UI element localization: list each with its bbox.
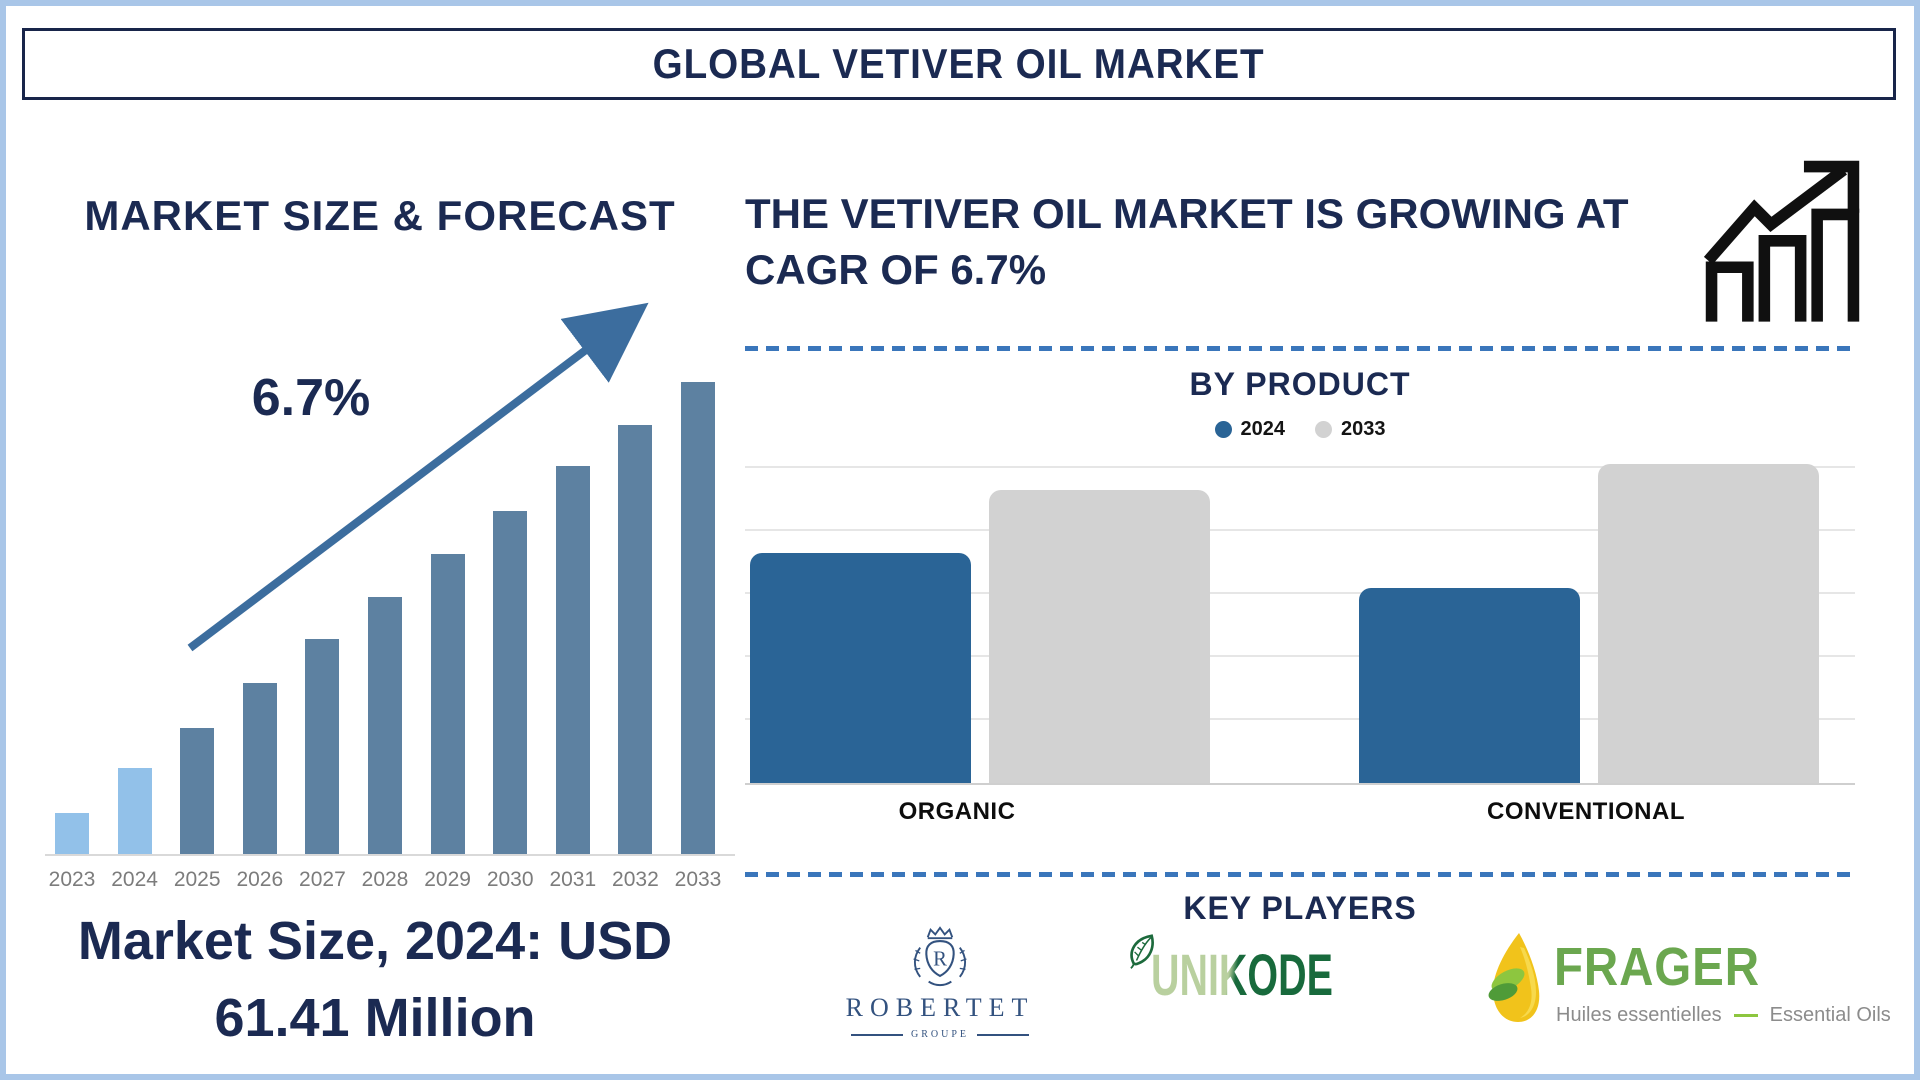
forecast-x-label: 2027 xyxy=(299,868,346,891)
forecast-x-label: 2028 xyxy=(361,868,409,891)
logo-robertet: R ROBERTET GROUPE xyxy=(835,925,1045,1040)
forecast-x-label: 2030 xyxy=(486,868,534,891)
logo-unikode: UNIKODE xyxy=(1125,932,1355,1017)
legend-item-2033: 2033 xyxy=(1315,418,1386,441)
forecast-bar-2028 xyxy=(368,597,402,854)
forecast-bar-2025 xyxy=(180,727,215,854)
by-product-title: BY PRODUCT xyxy=(1189,366,1411,402)
frager-subtitle-fr: Huiles essentielles xyxy=(1556,1004,1722,1026)
forecast-x-label: 2024 xyxy=(111,868,158,891)
forecast-x-label: 2031 xyxy=(549,868,597,891)
forecast-x-label: 2032 xyxy=(612,868,659,891)
groupe-line-right xyxy=(977,1033,1029,1036)
forecast-bar-2027 xyxy=(305,638,340,854)
legend-label: 2024 xyxy=(1240,418,1286,440)
unikode-leaf-icon xyxy=(1130,934,1154,969)
forecast-x-label: 2025 xyxy=(173,868,221,891)
frager-drop-icon xyxy=(1488,933,1540,1022)
forecast-x-label: 2029 xyxy=(424,868,471,891)
market-size-line2: 61.41 Million xyxy=(214,987,536,1048)
forecast-bar-2023 xyxy=(55,812,89,854)
forecast-bar-2030 xyxy=(493,510,528,854)
forecast-bar-2029 xyxy=(430,553,465,854)
logo-frager: FRAGER Huiles essentielles Essential Oil… xyxy=(1478,928,1891,1028)
legend-label: 2033 xyxy=(1341,418,1386,440)
trend-arrow-icon xyxy=(187,302,649,652)
frager-subtitle-en: Essential Oils xyxy=(1769,1004,1891,1026)
robertet-groupe-row: GROUPE xyxy=(850,1029,1029,1040)
forecast-bar-2032 xyxy=(618,424,653,854)
product-bar-conventional-2033 xyxy=(1598,464,1819,783)
product-bar-chart xyxy=(745,460,1855,785)
frager-subtitle: Huiles essentielles Essential Oils xyxy=(1556,1004,1891,1027)
svg-text:R: R xyxy=(933,949,947,971)
product-bar-conventional-2024 xyxy=(1359,588,1580,783)
key-players-title: KEY PLAYERS xyxy=(1183,890,1417,926)
forecast-x-label: 2033 xyxy=(674,868,722,891)
legend-item-2024: 2024 xyxy=(1214,418,1286,441)
page-title: GLOBAL VETIVER OIL MARKET xyxy=(653,40,1265,87)
gridline xyxy=(745,529,1855,531)
product-bar-organic-2024 xyxy=(750,553,971,783)
gridline xyxy=(745,592,1855,594)
forecast-x-label: 2023 xyxy=(48,868,96,891)
growth-heading-line1: THE VETIVER OIL MARKET IS GROWING AT xyxy=(745,190,1629,237)
forecast-bar-chart xyxy=(45,300,735,856)
dashed-divider-bottom xyxy=(745,872,1853,877)
gridline xyxy=(745,655,1855,657)
groupe-line-left xyxy=(850,1033,903,1036)
forecast-bar-2024 xyxy=(117,768,152,854)
frager-wordmark: FRAGER xyxy=(1554,937,1760,997)
forecast-bars xyxy=(45,300,735,856)
product-category-labels: ORGANIC CONVENTIONAL xyxy=(745,798,1855,828)
category-label-conventional: CONVENTIONAL xyxy=(1487,798,1685,825)
forecast-x-labels: 2023 2024 2025 2026 2027 2028 2029 2030 2031 2032… xyxy=(45,868,735,896)
frager-dash-icon xyxy=(1733,1014,1758,1017)
product-legend: 2024 2033 xyxy=(745,418,1855,441)
growth-heading-line2: CAGR OF 6.7% xyxy=(745,246,1047,293)
robertet-wordmark: ROBERTET xyxy=(845,993,1035,1022)
forecast-heading: MARKET SIZE & FORECAST xyxy=(84,192,676,239)
forecast-bar-2033 xyxy=(681,382,715,854)
product-bars xyxy=(745,460,1855,785)
robertet-crest-icon: R xyxy=(913,926,967,987)
gridline xyxy=(745,718,1855,720)
title-banner: GLOBAL VETIVER OIL MARKET xyxy=(22,28,1896,100)
legend-dot-icon xyxy=(1214,421,1232,438)
gridline xyxy=(745,466,1855,468)
growth-chart-icon xyxy=(1703,160,1860,322)
product-bar-organic-2033 xyxy=(989,489,1210,783)
cagr-label-left: 6.7% xyxy=(251,369,371,427)
forecast-bar-2026 xyxy=(242,683,277,854)
legend-dot-icon xyxy=(1315,421,1332,438)
robertet-groupe-label: GROUPE xyxy=(910,1029,969,1040)
market-size-caption: Market Size, 2024: USD 61.41 Million xyxy=(35,903,715,1056)
dashed-divider-top xyxy=(745,346,1853,351)
market-size-line1: Market Size, 2024: USD xyxy=(77,911,673,971)
forecast-x-axis-line xyxy=(45,854,735,856)
product-baseline xyxy=(745,783,1855,785)
category-label-organic: ORGANIC xyxy=(898,798,1016,825)
unikode-wordmark: UNIKODE xyxy=(1151,943,1333,1008)
forecast-x-label: 2026 xyxy=(236,868,284,891)
growth-heading: THE VETIVER OIL MARKET IS GROWING AT CAG… xyxy=(745,186,1665,298)
forecast-bar-2031 xyxy=(555,466,590,854)
